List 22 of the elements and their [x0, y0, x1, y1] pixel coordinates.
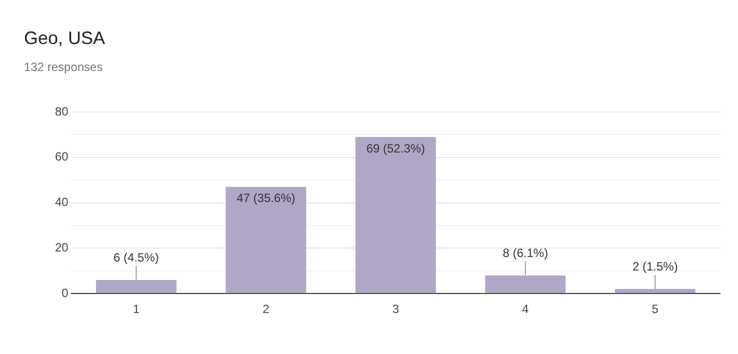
x-tick-label: 5: [652, 302, 659, 316]
chart-title: Geo, USA: [24, 28, 106, 49]
bar: [226, 186, 306, 294]
bar: [355, 136, 436, 294]
data-label: 69 (52.3%): [366, 141, 426, 156]
data-label: 6 (4.5%): [114, 250, 159, 264]
y-tick-label: 0: [62, 286, 69, 300]
bar: [485, 275, 566, 294]
bar: [614, 289, 696, 294]
x-tick-label: 1: [132, 302, 140, 316]
y-tick-label: 60: [54, 150, 69, 164]
y-tick-label: 40: [54, 195, 69, 210]
data-label: 47 (35.6%): [236, 191, 296, 206]
y-tick-label: 80: [54, 104, 69, 118]
x-tick-label: 4: [522, 302, 530, 316]
data-label: 8 (6.1%): [502, 246, 548, 260]
data-label: 2 (1.5%): [632, 259, 678, 274]
y-tick-label: 20: [54, 240, 69, 255]
chart-subtitle: 132 responses: [24, 60, 103, 74]
x-tick-label: 3: [392, 302, 400, 316]
x-tick-label: 2: [262, 302, 270, 316]
bar: [96, 280, 176, 294]
